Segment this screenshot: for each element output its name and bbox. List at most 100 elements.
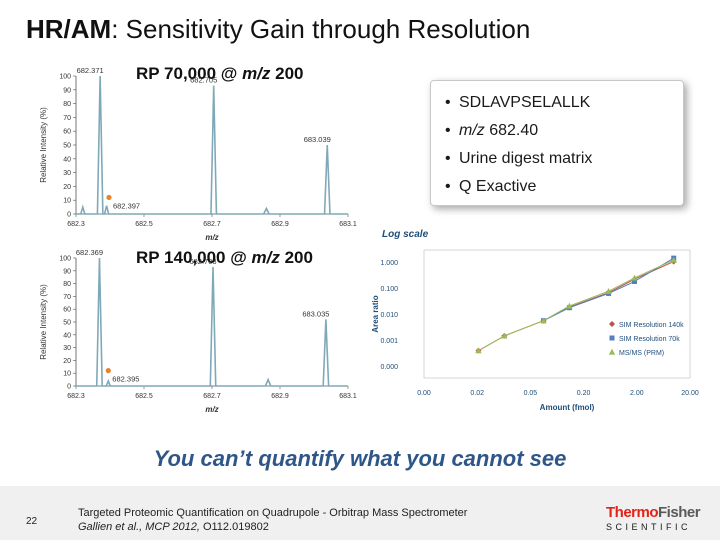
calibration-chart: 0.000 0.001 0.010 0.100 1.000 0.00 0.02 0.05 0.2… bbox=[371, 249, 699, 412]
log-scale-label: Log scale bbox=[382, 229, 429, 240]
y-tick-label: 60 bbox=[63, 129, 71, 136]
x-tick-label: 682.9 bbox=[271, 221, 289, 228]
info-item-matrix-text: Urine digest matrix bbox=[459, 150, 593, 167]
info-item-peptide-text: SDLAVPSELALLK bbox=[459, 94, 591, 111]
data-point bbox=[609, 335, 615, 341]
x-tick-label: 0.05 bbox=[524, 390, 538, 397]
data-point bbox=[631, 274, 638, 281]
y-tick-label: 100 bbox=[59, 74, 71, 81]
y-tick-label: 50 bbox=[63, 320, 71, 327]
x-tick-label: 0.20 bbox=[577, 390, 591, 397]
info-item-mz: • m/z 682.40 bbox=[445, 117, 683, 145]
x-tick-label: 2.00 bbox=[630, 390, 644, 397]
info-item-mz-label: m/z bbox=[459, 122, 485, 139]
x-axis-title: Amount (fmol) bbox=[540, 403, 595, 412]
slide-title-bold: HR/AM bbox=[26, 14, 112, 44]
y-tick-label: 0.010 bbox=[380, 312, 398, 319]
y-tick-label: 20 bbox=[63, 184, 71, 191]
y-tick-label: 0.001 bbox=[380, 338, 398, 345]
marker-label: 682.397 bbox=[113, 201, 140, 210]
info-item-peptide: • SDLAVPSELALLK bbox=[445, 89, 683, 117]
footer-reference-journal: MCP 2012, bbox=[145, 521, 203, 533]
x-tick-label: 20.00 bbox=[681, 390, 699, 397]
info-item-instrument: • Q Exactive bbox=[445, 173, 683, 201]
y-tick-label: 30 bbox=[63, 345, 71, 352]
footer-reference: Targeted Proteomic Quantification on Qua… bbox=[78, 506, 467, 534]
logo-wordmark-grey: Fisher bbox=[658, 504, 701, 521]
footer-reference-authors: Gallien et al., bbox=[78, 521, 146, 533]
x-tick-label: 0.00 bbox=[417, 390, 431, 397]
y-tick-label: 40 bbox=[63, 332, 71, 339]
x-tick-label: 682.9 bbox=[271, 393, 289, 400]
info-item-mz-value: 682.40 bbox=[484, 122, 539, 139]
y-tick-label: 100 bbox=[59, 256, 71, 263]
info-item-matrix: • Urine digest matrix bbox=[445, 145, 683, 173]
y-tick-label: 50 bbox=[63, 143, 71, 150]
marker-label: 682.395 bbox=[112, 375, 139, 384]
y-tick-label: 10 bbox=[63, 371, 71, 378]
spectrum-chart-1: 0 10 20 30 40 50 60 70 80 90 100 682.3 682.5 682.7 682… bbox=[39, 66, 357, 242]
y-axis-title: Relative Intensity (%) bbox=[39, 107, 48, 183]
page-number: 22 bbox=[26, 516, 38, 527]
y-tick-label: 90 bbox=[63, 87, 71, 94]
y-axis-title: Relative Intensity (%) bbox=[39, 284, 48, 360]
spectrum-trace bbox=[76, 257, 348, 387]
x-tick-label: 682.3 bbox=[67, 221, 85, 228]
slide-title-rest: : Sensitivity Gain through Resolution bbox=[111, 14, 531, 44]
thermo-fisher-logo: ThermoFisher SCIENTIFIC bbox=[606, 504, 716, 538]
x-tick-label: 682.3 bbox=[67, 393, 85, 400]
y-tick-label: 20 bbox=[63, 358, 71, 365]
logo-subtitle: SCIENTIFIC bbox=[606, 522, 692, 532]
marker-point bbox=[105, 368, 111, 374]
data-point bbox=[475, 347, 482, 354]
x-axis-title: m/z bbox=[205, 233, 218, 242]
data-point bbox=[501, 332, 508, 339]
y-tick-label: 30 bbox=[63, 170, 71, 177]
y-tick-label: 80 bbox=[63, 281, 71, 288]
peak-label: 683.039 bbox=[304, 135, 331, 144]
data-point bbox=[540, 317, 547, 324]
spectrum-bottom-title-suffix: 200 bbox=[279, 248, 313, 267]
x-tick-label: 682.7 bbox=[203, 221, 221, 228]
spectrum-bottom-title: RP 140,000 @ m/z 200 bbox=[136, 248, 313, 268]
spectrum-chart-2: 0 10 20 30 40 50 60 70 80 90 100 682.3 682.5 682.7 682… bbox=[39, 248, 357, 414]
peak-label: 682.705 bbox=[190, 76, 217, 85]
bullet-icon: • bbox=[445, 178, 451, 195]
spectrum-top-title-prefix: RP 70,000 @ bbox=[136, 64, 243, 83]
info-item-instrument-text: Q Exactive bbox=[459, 178, 537, 195]
x-tick-label: 0.02 bbox=[470, 390, 484, 397]
spectrum-top-title-mz: m/z bbox=[242, 64, 271, 83]
bullet-icon: • bbox=[445, 94, 451, 111]
footer-reference-line2: Gallien et al., MCP 2012, O112.019802 bbox=[78, 520, 467, 534]
y-tick-label: 40 bbox=[63, 156, 71, 163]
y-tick-label: 10 bbox=[63, 198, 71, 205]
data-point bbox=[608, 348, 616, 355]
y-tick-label: 70 bbox=[63, 115, 71, 122]
x-axis-title: m/z bbox=[205, 405, 218, 414]
spectrum-top-title-suffix: 200 bbox=[270, 64, 304, 83]
y-tick-label: 1.000 bbox=[380, 260, 398, 267]
legend-label: SIM Resolution 70k bbox=[619, 336, 680, 343]
y-tick-label: 60 bbox=[63, 307, 71, 314]
info-box: • SDLAVPSELALLK • m/z 682.40 • Urine digest… bbox=[430, 80, 684, 206]
info-list: • SDLAVPSELALLK • m/z 682.40 • Urine digest… bbox=[431, 81, 683, 201]
bullet-icon: • bbox=[445, 150, 451, 167]
x-tick-label: 682.5 bbox=[135, 221, 153, 228]
data-point bbox=[609, 321, 615, 327]
y-tick-label: 0 bbox=[67, 212, 71, 219]
data-point bbox=[566, 302, 573, 309]
legend-label: MS/MS (PRM) bbox=[619, 350, 664, 357]
data-point bbox=[605, 288, 612, 294]
peak-label: 682.371 bbox=[77, 66, 104, 75]
legend-label: SIM Resolution 140k bbox=[619, 322, 684, 329]
charts-canvas: 0 10 20 30 40 50 60 70 80 90 100 682.3 682.5 682.7 682… bbox=[39, 66, 699, 414]
x-tick-label: 682.7 bbox=[203, 393, 221, 400]
footer-reference-line1: Targeted Proteomic Quantification on Qua… bbox=[78, 507, 468, 519]
logo-wordmark: ThermoFisher bbox=[606, 504, 716, 521]
x-tick-label: 683.1 bbox=[339, 221, 357, 228]
spectrum-bottom-title-prefix: RP 140,000 @ bbox=[136, 248, 252, 267]
y-tick-label: 80 bbox=[63, 101, 71, 108]
peak-label: 683.035 bbox=[302, 309, 329, 318]
slide-title: HR/AM: Sensitivity Gain through Resoluti… bbox=[26, 14, 530, 45]
y-tick-label: 0.100 bbox=[380, 286, 398, 293]
